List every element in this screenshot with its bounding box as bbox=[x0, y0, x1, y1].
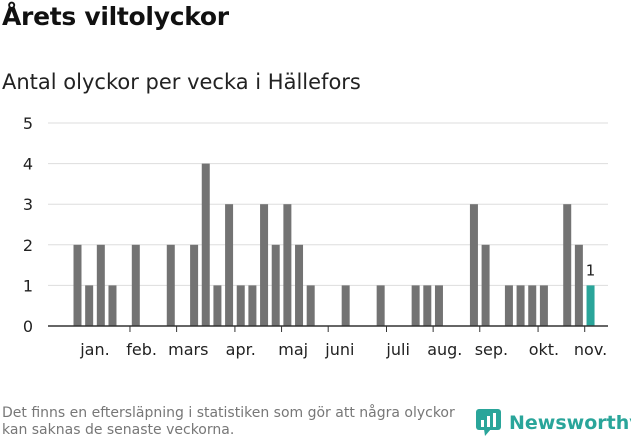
bar bbox=[131, 244, 140, 326]
bar bbox=[469, 204, 478, 326]
bar bbox=[248, 285, 257, 326]
bar bbox=[306, 285, 315, 326]
bar bbox=[225, 204, 234, 326]
footnote: Det finns en eftersläpning i statistiken… bbox=[2, 405, 455, 438]
bar bbox=[236, 285, 245, 326]
y-tick-label: 3 bbox=[23, 195, 33, 214]
chart-subtitle: Antal olyckor per vecka i Hällefors bbox=[2, 70, 361, 94]
bar bbox=[271, 244, 280, 326]
bar bbox=[96, 244, 105, 326]
bar-chart: 0 1 2 3 4 5 1 jan. feb. mars apr. maj juni juli aug. se… bbox=[23, 114, 608, 359]
x-tick-label: mars bbox=[168, 340, 208, 359]
y-tick-label: 5 bbox=[23, 114, 33, 133]
data-label: 1 bbox=[586, 261, 596, 279]
bar bbox=[85, 285, 94, 326]
bar bbox=[563, 204, 572, 326]
bar bbox=[481, 244, 490, 326]
bar bbox=[504, 285, 513, 326]
bar bbox=[166, 244, 175, 326]
bar bbox=[213, 285, 222, 326]
x-tick-label: feb. bbox=[126, 340, 157, 359]
newsworthy-logo-icon bbox=[476, 409, 501, 436]
bar bbox=[190, 244, 199, 326]
bar bbox=[423, 285, 432, 326]
y-tick-label: 1 bbox=[23, 276, 33, 295]
bar bbox=[376, 285, 385, 326]
x-tick-label: sep. bbox=[475, 340, 508, 359]
y-tick-label: 0 bbox=[23, 317, 33, 336]
x-tick-label: maj bbox=[278, 340, 308, 359]
bar bbox=[73, 244, 82, 326]
y-tick-label: 4 bbox=[23, 155, 33, 174]
bar bbox=[434, 285, 443, 326]
x-tick-label: apr. bbox=[226, 340, 256, 359]
x-tick-label: juni bbox=[324, 340, 354, 359]
bar bbox=[108, 285, 117, 326]
brand-name: Newsworthy bbox=[509, 412, 631, 434]
x-tick-label: aug. bbox=[427, 340, 462, 359]
bar bbox=[201, 163, 210, 326]
x-tick-label: jan. bbox=[79, 340, 109, 359]
bar bbox=[411, 285, 420, 326]
x-tick-label: nov. bbox=[574, 340, 607, 359]
x-tick-label: juli bbox=[385, 340, 409, 359]
bar bbox=[283, 204, 292, 326]
bar bbox=[539, 285, 548, 326]
bar bbox=[341, 285, 350, 326]
bar bbox=[516, 285, 525, 326]
bar-highlight bbox=[586, 285, 595, 326]
bar bbox=[528, 285, 537, 326]
bar bbox=[295, 244, 304, 326]
chart-title: Årets viltolyckor bbox=[2, 2, 229, 31]
bar bbox=[574, 244, 583, 326]
x-tick-label: okt. bbox=[529, 340, 559, 359]
y-tick-label: 2 bbox=[23, 236, 33, 255]
bar bbox=[260, 204, 269, 326]
brand: Newsworthy bbox=[475, 408, 631, 438]
